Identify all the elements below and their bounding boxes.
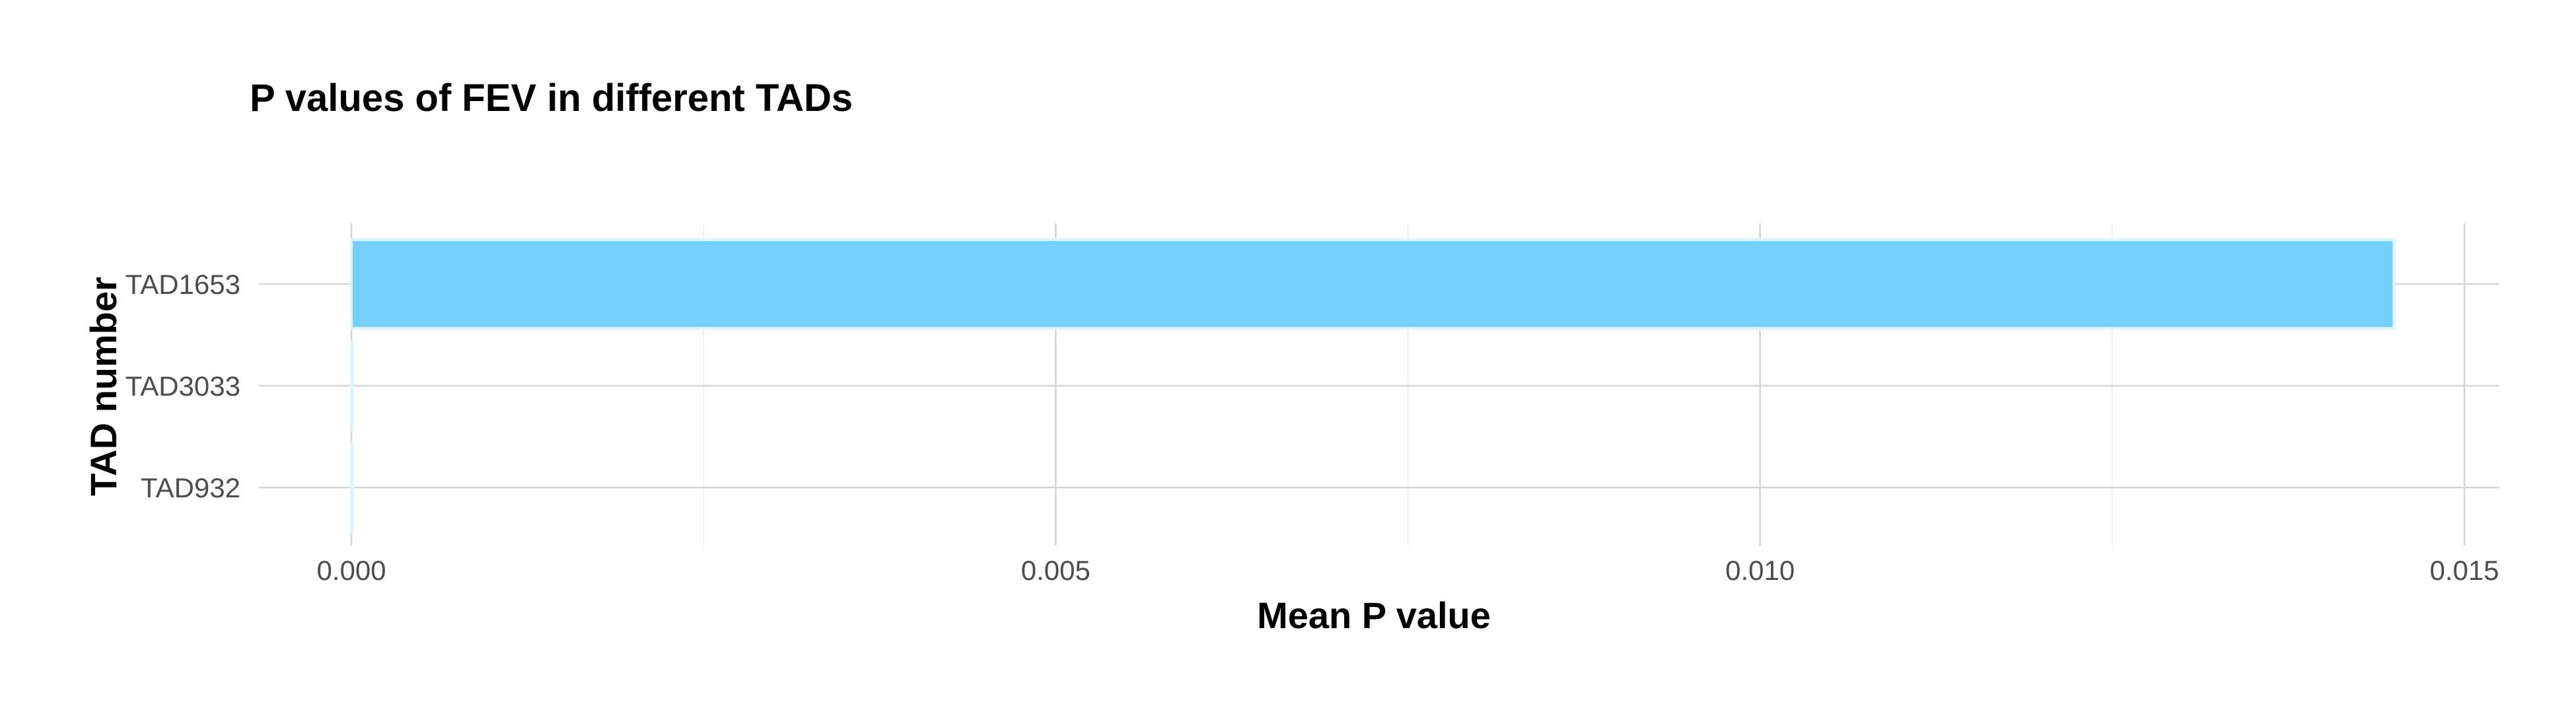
- y-tick-label: TAD3033: [125, 371, 240, 402]
- bar: [350, 442, 354, 533]
- tick-labels: 0.000 0.005 0.010 0.015 TAD1653 TAD3033 TAD932: [125, 269, 2499, 586]
- x-axis-title: Mean P value: [1257, 594, 1491, 636]
- x-tick-label: 0.000: [316, 555, 386, 586]
- x-tick-label: 0.010: [1725, 555, 1795, 586]
- bars: [350, 238, 2396, 533]
- x-tick-label: 0.015: [2429, 555, 2499, 586]
- bar: [350, 238, 2396, 330]
- x-tick-label: 0.005: [1021, 555, 1091, 586]
- bar: [350, 340, 354, 431]
- y-axis-title: TAD number: [83, 277, 124, 496]
- chart-title: P values of FEV in different TADs: [250, 77, 853, 120]
- y-tick-label: TAD932: [141, 472, 240, 503]
- y-tick-label: TAD1653: [125, 269, 240, 300]
